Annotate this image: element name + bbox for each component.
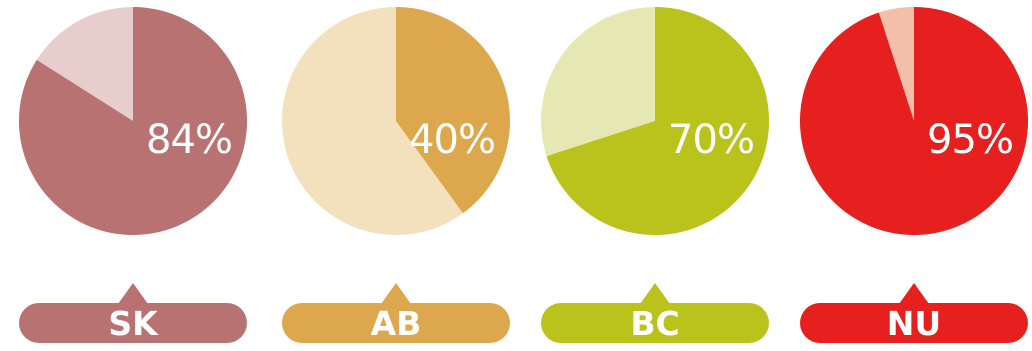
region-tag-nu-pill — [800, 303, 1028, 343]
region-tag-sk-pointer — [118, 283, 148, 304]
region-tag-ab-pointer — [381, 283, 411, 304]
region-tag-ab-label: AB — [371, 304, 422, 343]
region-tag-bc-label: BC — [630, 304, 679, 343]
pie-nu-value-slice — [800, 7, 1028, 235]
pie-sk-value-label: 84% — [146, 117, 232, 163]
pie-ab-value-slice — [396, 7, 510, 214]
region-tag-sk-pill — [19, 303, 247, 343]
region-tag-ab: AB — [282, 283, 510, 343]
pie-nu: 95% — [800, 7, 1028, 235]
pie-sk: 84% — [18, 7, 248, 235]
region-tag-bc-pill — [541, 303, 769, 343]
region-tag-nu-pointer — [899, 283, 929, 304]
pie-bc-value-slice — [546, 7, 769, 236]
pie-sk-value-slice — [18, 7, 248, 235]
pie-ab: 40% — [282, 7, 510, 235]
pie-nu-value-label: 95% — [927, 117, 1013, 163]
pie-bc-value-label: 70% — [668, 117, 754, 163]
region-tag-ab-pill — [282, 303, 510, 343]
pie-ab-value-label: 40% — [409, 117, 495, 163]
region-tag-nu-label: NU — [887, 304, 941, 343]
region-tag-sk: SK — [19, 283, 247, 343]
region-tag-bc: BC — [541, 283, 769, 343]
pie-bc: 70% — [541, 7, 769, 236]
region-tag-bc-pointer — [640, 283, 670, 304]
region-tags: SK AB BC NU — [19, 283, 1028, 343]
pie-charts: 84% 40% 70% 95% — [18, 7, 1028, 236]
region-tag-sk-label: SK — [108, 304, 159, 343]
region-tag-nu: NU — [800, 283, 1028, 343]
